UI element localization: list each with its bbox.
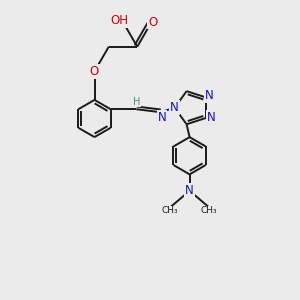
Text: N: N [158, 111, 166, 124]
Text: N: N [207, 111, 216, 124]
Text: CH₃: CH₃ [201, 206, 218, 215]
Text: H: H [133, 97, 140, 107]
Text: N: N [170, 101, 179, 114]
Text: CH₃: CH₃ [162, 206, 178, 215]
Text: OH: OH [110, 14, 128, 27]
Text: N: N [205, 89, 213, 103]
Text: O: O [90, 65, 99, 78]
Text: N: N [185, 184, 194, 197]
Text: O: O [148, 16, 158, 28]
